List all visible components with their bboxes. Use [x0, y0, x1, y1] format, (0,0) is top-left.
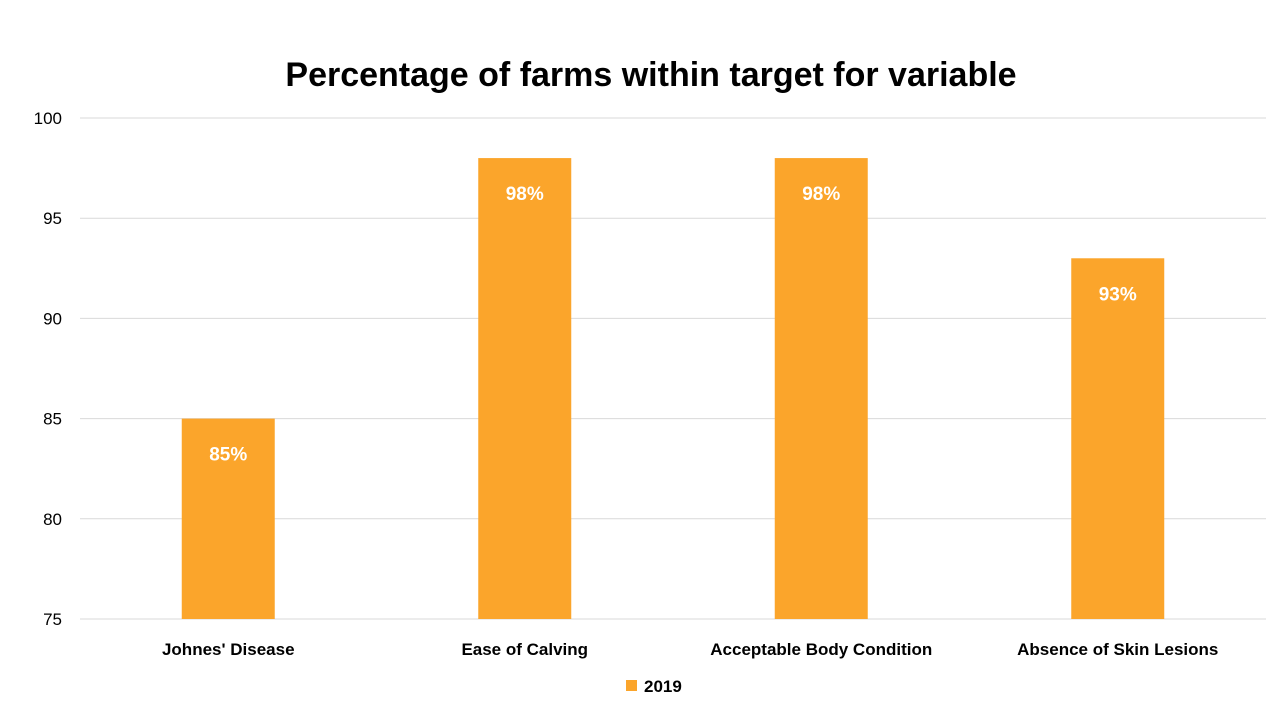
legend-label-2019: 2019 [644, 677, 682, 696]
bar [478, 158, 572, 619]
bars: 85% 98% 98% 93% [181, 158, 1165, 619]
x-tick-label: Absence of Skin Lesions [1017, 640, 1218, 659]
legend-swatch-2019 [626, 680, 637, 691]
y-tick-label: 85 [43, 410, 62, 429]
data-label: 93% [1099, 284, 1137, 305]
x-tick-label: Johnes' Disease [162, 640, 295, 659]
gridlines [80, 117, 1266, 620]
data-label: 85% [209, 445, 247, 466]
bar [181, 418, 275, 619]
x-tick-label: Acceptable Body Condition [710, 640, 932, 659]
y-axis-ticks: 75 80 85 90 95 100 [34, 109, 62, 629]
data-label: 98% [802, 184, 840, 205]
y-tick-label: 90 [43, 309, 62, 328]
legend: 2019 [626, 677, 682, 696]
y-tick-label: 80 [43, 510, 62, 529]
data-label: 98% [506, 184, 544, 205]
x-axis-ticks: Johnes' Disease Ease of Calving Acceptable… [162, 640, 1218, 659]
bar [1071, 258, 1165, 619]
chart-title: Percentage of farms within target for va… [285, 56, 1016, 94]
bar [774, 158, 868, 619]
y-tick-label: 95 [43, 209, 62, 228]
x-tick-label: Ease of Calving [461, 640, 588, 659]
y-tick-label: 75 [43, 610, 62, 629]
y-tick-label: 100 [34, 109, 62, 128]
